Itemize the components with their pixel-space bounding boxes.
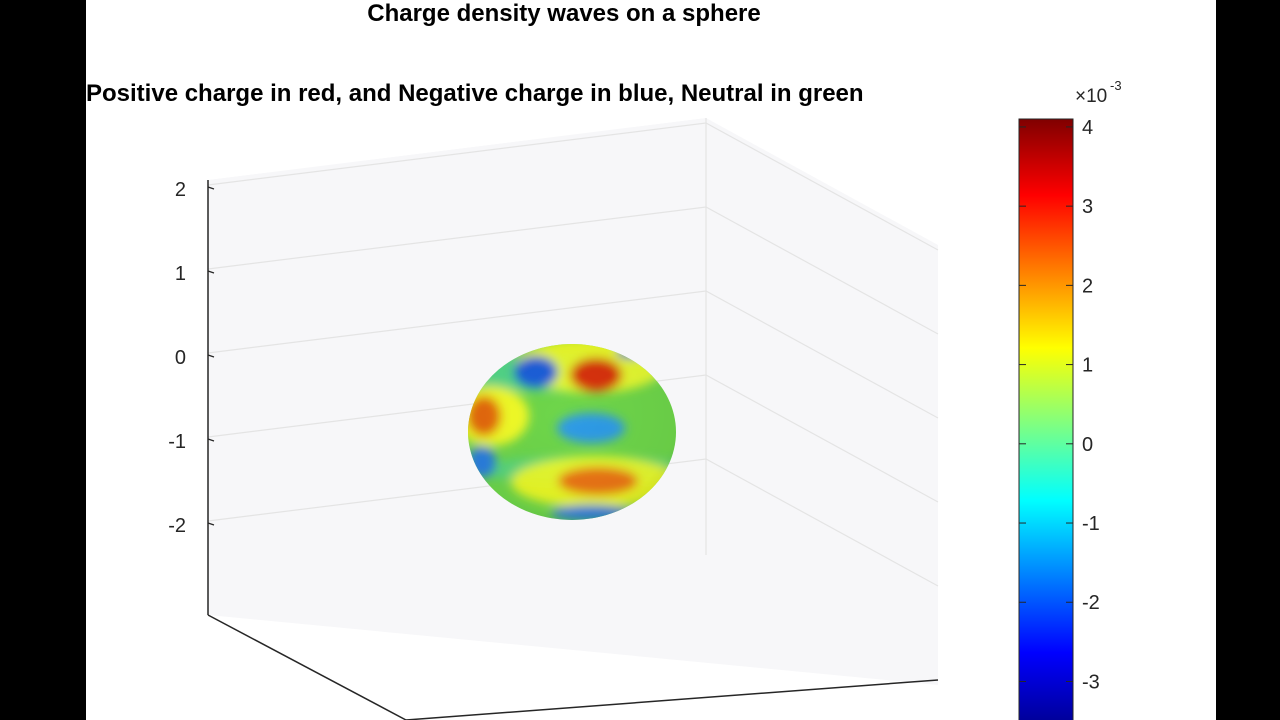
z-tick-label-2: 0 (175, 347, 186, 369)
z-tick-label-4: -2 (168, 515, 186, 537)
colorbar-tick-label-4: 0 (1082, 434, 1093, 456)
z-tick-mark-0 (207, 186, 215, 190)
colorbar-gradient (1018, 118, 1074, 720)
colorbar-tick-label-1: 3 (1082, 196, 1093, 218)
z-tick-mark-4 (207, 522, 215, 526)
colorbar-ticks: 4 3 2 1 0 -1 -2 -3 (1019, 117, 1100, 693)
colorbar-tick-label-6: -2 (1082, 592, 1100, 614)
grid-lines (207, 118, 939, 587)
colorbar-tick-label-3: 1 (1082, 355, 1093, 377)
figure: Charge density waves on a sphere Positiv… (86, 0, 1216, 720)
z-axis-ticks: 2 1 0 -1 -2 (168, 179, 215, 537)
z-tick-label-1: 1 (175, 263, 186, 285)
colorbar: ×10 -3 4 3 2 1 0 -1 -2 -3 (1018, 78, 1122, 720)
colorbar-tick-label-0: 4 (1082, 117, 1093, 139)
colorbar-tick-label-5: -1 (1082, 513, 1100, 535)
colorbar-exponent: -3 (1110, 78, 1122, 93)
x-axis-line (207, 614, 407, 720)
z-tick-label-0: 2 (175, 179, 186, 201)
colorbar-tick-label-2: 2 (1082, 275, 1093, 297)
chart-subtitle: Positive charge in red, and Negative cha… (86, 80, 864, 107)
plot-area: 2 1 0 -1 -2 ×10 (168, 78, 1122, 720)
chart-title: Charge density waves on a sphere (367, 0, 761, 27)
y-axis-line (405, 679, 939, 720)
colorbar-exponent-base: ×10 (1075, 86, 1107, 107)
z-tick-mark-2 (207, 354, 215, 358)
z-tick-mark-3 (207, 438, 215, 442)
z-tick-label-3: -1 (168, 431, 186, 453)
z-tick-mark-1 (207, 270, 215, 274)
sphere-shading (468, 344, 676, 520)
colorbar-tick-label-7: -3 (1082, 671, 1100, 693)
